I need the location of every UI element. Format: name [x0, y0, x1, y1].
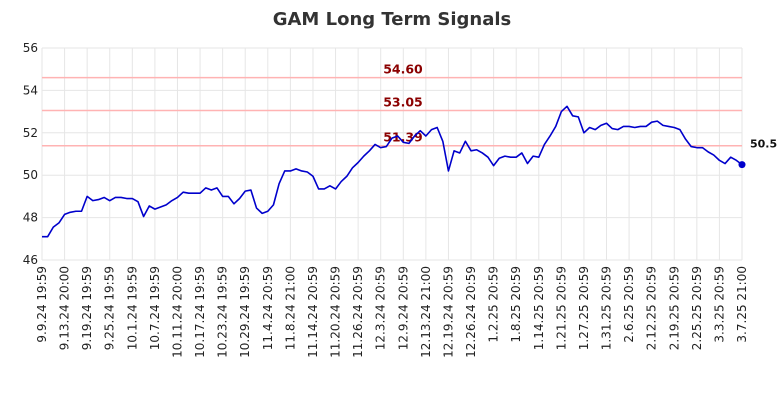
x-tick-label: 2.25.25 20:59 [690, 266, 704, 350]
x-tick-label: 2.6.25 20:59 [622, 266, 636, 343]
last-point-marker [738, 161, 746, 169]
x-tick-label: 11.4.24 20:59 [261, 266, 275, 350]
series: 50.5 [42, 105, 777, 238]
x-tick-label: 1.8.25 20:59 [509, 266, 523, 343]
y-tick-label: 50 [23, 168, 38, 182]
x-tick-label: 3.7.25 21:00 [735, 266, 749, 343]
x-tick-label: 11.20.24 20:59 [329, 266, 343, 358]
x-tick-label: 10.11.24 20:00 [170, 266, 184, 358]
x-tick-label: 2.19.25 20:59 [667, 266, 681, 350]
x-tick-label: 10.17.24 19:59 [193, 266, 207, 358]
x-tick-label: 10.7.24 19:59 [148, 266, 162, 350]
y-tick-label: 56 [23, 41, 38, 55]
x-axis: 9.9.24 19:59 9.13.24 20:00 9.19.24 19:59 9.… [35, 266, 749, 358]
x-tick-label: 1.21.25 20:59 [554, 266, 568, 350]
x-tick-label: 10.23.24 19:59 [216, 266, 230, 358]
y-tick-label: 48 [23, 211, 38, 225]
x-tick-label: 3.3.25 20:59 [712, 266, 726, 343]
x-tick-label: 9.13.24 20:00 [58, 266, 72, 350]
x-tick-label: 12.3.24 20:59 [374, 266, 388, 350]
x-tick-label: 10.29.24 19:59 [238, 266, 252, 358]
x-tick-label: 9.19.24 19:59 [80, 266, 94, 350]
x-tick-label: 11.26.24 20:59 [351, 266, 365, 358]
x-tick-label: 12.13.24 21:00 [419, 266, 433, 358]
x-tick-label: 1.31.25 20:59 [600, 266, 614, 350]
x-tick-label: 2.12.25 20:59 [645, 266, 659, 350]
grid [41, 47, 743, 261]
chart-title: GAM Long Term Signals [273, 9, 512, 30]
x-tick-label: 12.9.24 20:59 [396, 266, 410, 350]
x-tick-label: 1.14.25 20:59 [532, 266, 546, 350]
signal-level-label: 53.05 [383, 95, 423, 110]
last-value-label: 50.5 [750, 138, 777, 151]
x-tick-label: 1.27.25 20:59 [577, 266, 591, 350]
x-tick-label: 11.8.24 21:00 [283, 266, 297, 350]
y-axis: 46 48 50 52 54 56 [23, 41, 38, 267]
x-tick-label: 1.2.25 20:59 [487, 266, 501, 343]
price-line [42, 105, 743, 238]
x-tick-label: 11.14.24 20:59 [306, 266, 320, 358]
y-tick-label: 46 [23, 253, 38, 267]
x-tick-label: 9.9.24 19:59 [35, 266, 49, 343]
x-tick-label: 10.1.24 19:59 [125, 266, 139, 350]
y-tick-label: 52 [23, 126, 38, 140]
y-tick-label: 54 [23, 83, 38, 97]
x-tick-label: 12.19.24 20:59 [441, 266, 455, 358]
x-tick-label: 9.25.24 19:59 [103, 266, 117, 350]
signal-level-label: 51.39 [383, 130, 423, 145]
x-tick-label: 12.26.24 20:59 [464, 266, 478, 358]
signal-level-label: 54.60 [383, 62, 423, 77]
signal-levels: 54.60 53.05 51.39 [42, 62, 742, 147]
